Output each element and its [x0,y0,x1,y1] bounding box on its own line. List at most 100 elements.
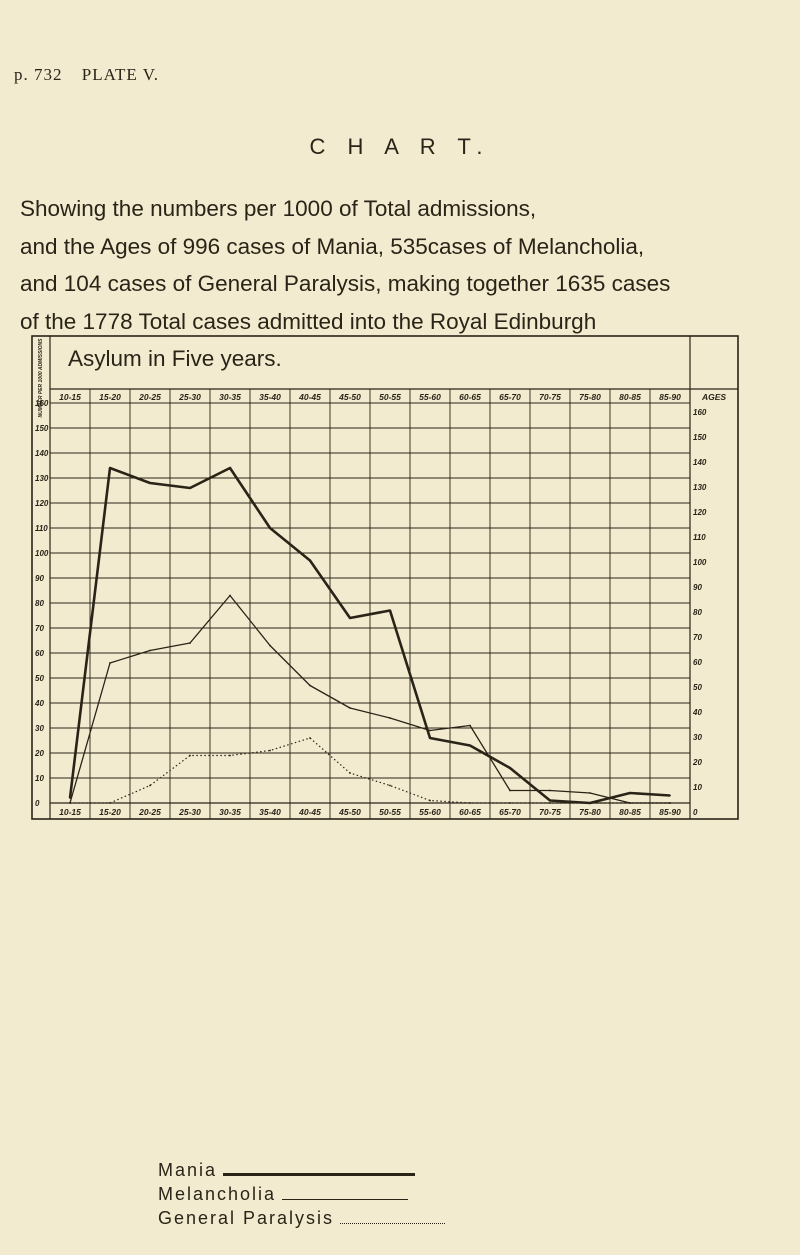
x-tick-label-top: 20-25 [138,392,161,402]
x-tick-label-top: 50-55 [379,392,401,402]
y-tick-label-left: 120 [35,499,49,508]
legend-melancholia-label: Melancholia [158,1184,277,1204]
x-tick-label-bottom: 35-40 [259,807,281,817]
x-tick-label-bottom: 70-75 [539,807,561,817]
y-tick-label-left: 20 [34,749,44,758]
description-line-4: of the 1778 Total cases admitted into th… [20,308,597,334]
data-point-mania [269,527,271,529]
description-line-3: and 104 cases of General Paralysis, maki… [20,271,671,296]
x-tick-label-bottom: 85-90 [659,807,681,817]
x-tick-label-bottom: 65-70 [499,807,521,817]
series-line-general-paralysis [70,737,670,804]
data-point-mania [669,794,671,797]
data-point-mania [309,559,311,562]
series-line-mania [68,466,671,805]
y-tick-label-right: 100 [693,558,707,567]
data-point-general-paralysis [69,802,71,804]
description-line-1: Showing the numbers per 1000 of Total ad… [20,196,537,221]
data-point-mania [389,609,391,612]
y-tick-label-right: 120 [693,508,707,517]
data-point-melancholia [389,717,391,719]
data-point-general-paralysis [349,772,351,774]
y-tick-label-right: 0 [693,808,698,817]
x-tick-label-top: 25-30 [178,392,201,402]
ages-label: AGES [701,392,726,402]
y-tick-label-right: 40 [692,708,702,717]
y-tick-label-left: 50 [35,674,44,683]
x-tick-label-bottom: 50-55 [379,807,401,817]
legend-mania-line [223,1173,416,1176]
legend: Mania Melancholia General Paralysis [158,1157,446,1229]
data-point-melancholia [349,707,351,709]
data-point-mania [549,799,551,802]
data-point-melancholia [149,649,151,652]
y-tick-label-left: 100 [35,549,49,558]
x-tick-label-bottom: 80-85 [619,807,641,817]
data-point-general-paralysis [109,802,111,804]
y-tick-label-right: 140 [693,458,707,467]
y-tick-label-left: 60 [35,649,44,658]
x-tick-label-top: 35-40 [259,392,281,402]
x-tick-label-top: 85-90 [659,392,681,402]
x-tick-label-bottom: 20-25 [138,807,161,817]
x-tick-label-top: 15-20 [99,392,121,402]
y-tick-label-right: 70 [693,633,702,642]
data-point-mania [69,797,71,799]
y-axis-title: NUMBER PER 1000 ADMISSIONS [38,338,44,418]
y-tick-label-left: 10 [35,774,44,783]
data-point-melancholia [429,729,431,732]
x-tick-label-bottom: 75-80 [579,807,601,817]
legend-gp-line [340,1223,446,1224]
y-tick-label-left: 0 [35,799,40,808]
x-tick-label-bottom: 55-60 [419,807,441,817]
data-point-mania [149,482,151,484]
y-tick-label-right: 130 [693,483,707,492]
y-tick-label-right: 110 [693,533,706,542]
y-tick-label-right: 90 [693,583,702,592]
y-tick-label-right: 80 [693,608,702,617]
x-tick-label-top: 30-35 [219,392,241,402]
data-point-melancholia [189,642,191,644]
series-line-melancholia [69,594,670,804]
y-tick-label-right: 20 [692,758,702,767]
data-point-mania [349,617,351,619]
legend-gp-label: General Paralysis [158,1208,335,1228]
data-point-mania [469,744,471,747]
x-tick-label-bottom: 60-65 [459,807,481,817]
x-tick-label-bottom: 30-35 [219,807,241,817]
data-point-general-paralysis [149,784,151,787]
legend-mania: Mania [158,1157,445,1181]
legend-gp: General Paralysis [158,1205,446,1229]
chart-title: C H A R T. [309,134,491,159]
data-point-general-paralysis [429,799,431,802]
data-point-general-paralysis [549,802,551,804]
data-point-melancholia [229,594,231,597]
x-tick-label-bottom: 25-30 [178,807,201,817]
legend-mania-label: Mania [158,1160,218,1180]
page-number: p. 732 [14,65,63,84]
data-point-general-paralysis [669,802,671,804]
chart-frame [31,335,739,820]
y-tick-label-left: 40 [34,699,44,708]
data-point-general-paralysis [589,802,591,804]
legend-melancholia-line [282,1199,409,1200]
data-point-general-paralysis [389,784,391,787]
x-tick-label-bottom: 40-45 [298,807,321,817]
x-tick-label-top: 10-15 [59,392,81,402]
x-tick-label-top: 75-80 [579,392,601,402]
data-point-general-paralysis [509,802,511,804]
y-tick-label-left: 90 [35,574,44,583]
x-tick-label-top: 80-85 [619,392,641,402]
data-point-mania [229,467,231,469]
x-tick-label-bottom: 45-50 [338,807,361,817]
data-point-general-paralysis [189,754,191,757]
description-line-2: and the Ages of 996 cases of Mania, 535c… [20,233,645,259]
x-tick-label-top: 70-75 [539,392,561,402]
y-tick-label-left: 140 [35,449,49,458]
chart-description: Showing the numbers per 1000 of Total ad… [20,190,790,378]
legend-melancholia: Melancholia [158,1181,445,1205]
y-tick-label-right: 50 [693,683,702,692]
data-point-mania [509,767,511,769]
y-tick-label-left: 160 [35,399,49,408]
